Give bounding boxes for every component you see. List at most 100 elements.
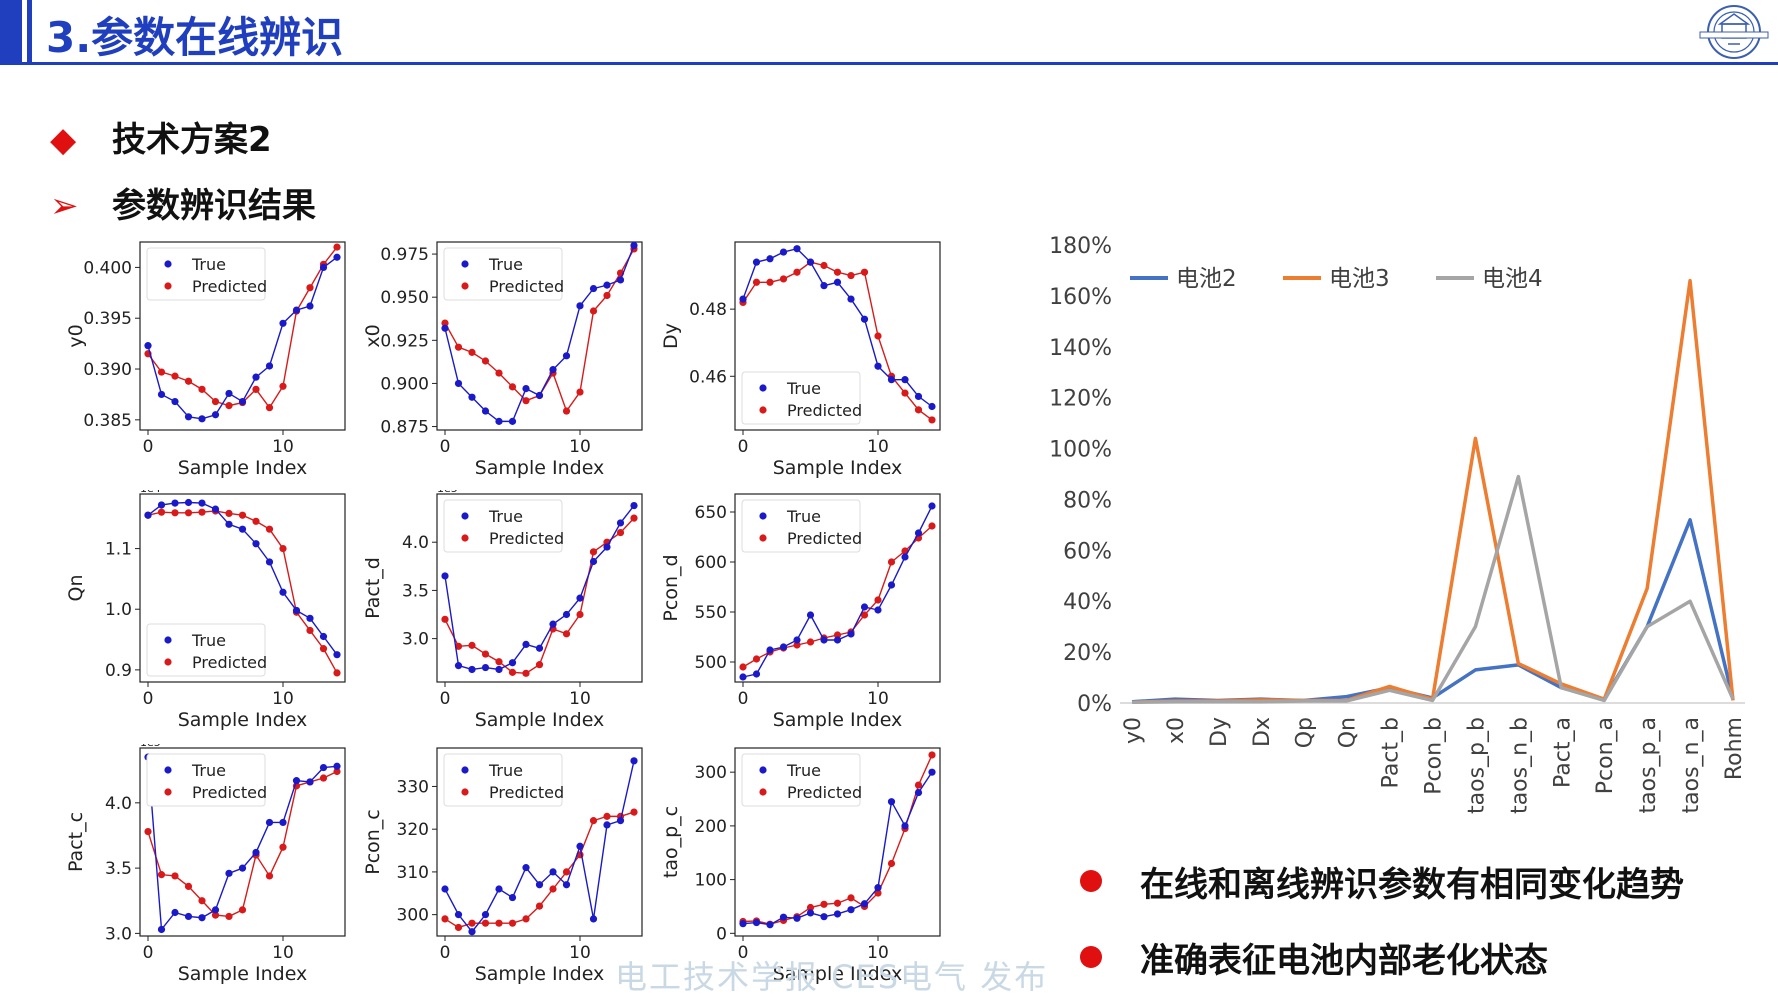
- axis-offset-label: 1e5: [437, 490, 458, 495]
- y-tick-label: 0.46: [689, 367, 727, 387]
- university-logo-icon: [1699, 5, 1769, 59]
- data-point-true: [766, 255, 774, 263]
- data-point-true: [157, 925, 166, 934]
- data-point-predicted: [576, 388, 584, 396]
- data-point-true: [481, 407, 490, 415]
- data-point-true: [306, 302, 314, 310]
- data-point-true: [739, 673, 747, 681]
- data-point-true: [793, 914, 801, 922]
- data-point-true: [211, 505, 220, 513]
- legend-true-marker: [461, 512, 469, 520]
- legend: True Predicted: [443, 753, 564, 807]
- data-point-predicted: [793, 268, 801, 276]
- y-tick-label: 100: [695, 871, 727, 891]
- data-point-predicted: [562, 407, 571, 415]
- data-point-predicted: [630, 514, 638, 522]
- header-accent-block: [0, 0, 22, 64]
- legend-pred-marker: [164, 282, 172, 290]
- data-point-predicted: [508, 919, 517, 927]
- x-tick-label: Dy: [1207, 717, 1232, 747]
- conclusion-bullet-2-icon: [1080, 946, 1102, 968]
- data-point-predicted: [833, 268, 842, 276]
- legend: True Predicted: [146, 247, 267, 301]
- data-point-true: [495, 665, 503, 674]
- legend-pred-marker: [461, 788, 469, 796]
- data-point-predicted: [306, 284, 314, 292]
- legend: True Predicted: [741, 753, 862, 807]
- x-tick-label: 0: [738, 689, 749, 709]
- data-point-true: [238, 397, 247, 406]
- data-point-true: [252, 848, 260, 857]
- data-point-true: [252, 373, 260, 381]
- data-point-predicted: [454, 642, 463, 650]
- data-point-true: [739, 295, 747, 303]
- data-point-true: [901, 822, 909, 830]
- data-point-true: [468, 393, 476, 401]
- data-point-true: [198, 499, 206, 507]
- legend-pred-marker: [164, 788, 172, 796]
- data-point-predicted: [589, 307, 598, 315]
- data-point-true: [441, 572, 449, 580]
- data-point-predicted: [508, 383, 517, 391]
- x-tick-label: Qn: [1336, 717, 1361, 748]
- data-point-predicted: [279, 544, 287, 553]
- data-point-true: [549, 366, 557, 374]
- x-tick-label: Pcon_a: [1593, 717, 1618, 794]
- data-point-true: [157, 390, 166, 399]
- data-point-predicted: [441, 615, 449, 623]
- data-point-true: [779, 248, 788, 256]
- data-point-predicted: [928, 751, 936, 759]
- data-point-true: [603, 821, 611, 829]
- data-point-true: [481, 663, 490, 672]
- data-point-true: [874, 362, 882, 370]
- y-tick-label: 0.900: [380, 374, 429, 394]
- data-point-true: [603, 281, 611, 289]
- y-axis-label: y0: [65, 324, 87, 347]
- data-point-predicted: [928, 416, 936, 424]
- y-tick-label: 310: [397, 863, 429, 883]
- data-point-true: [319, 632, 328, 641]
- legend-box: [741, 371, 861, 425]
- y-tick-label: 120%: [1049, 387, 1112, 412]
- legend-pred-label: Predicted: [192, 783, 267, 802]
- data-point-predicted: [184, 509, 193, 517]
- data-point-true: [928, 502, 936, 510]
- legend-true-label: True: [191, 761, 226, 780]
- data-point-predicted: [630, 808, 638, 816]
- x-tick-label: y0: [1121, 717, 1146, 744]
- data-point-true: [495, 885, 503, 893]
- data-point-predicted: [198, 897, 206, 905]
- data-point-true: [779, 643, 788, 651]
- data-point-predicted: [481, 357, 490, 365]
- data-point-true: [562, 610, 571, 619]
- data-point-true: [198, 415, 206, 423]
- data-point-true: [887, 798, 896, 806]
- legend-box: [443, 499, 563, 553]
- legend-true-label: True: [488, 761, 523, 780]
- data-point-true: [589, 557, 598, 566]
- data-point-true: [157, 501, 166, 509]
- x-axis-label: Sample Index: [178, 963, 308, 985]
- data-point-predicted: [589, 817, 598, 825]
- data-point-true: [184, 413, 193, 421]
- data-point-predicted: [306, 626, 314, 635]
- data-point-true: [454, 662, 463, 670]
- y-tick-label: 4.0: [105, 794, 132, 814]
- data-point-true: [171, 499, 179, 507]
- legend-pred-marker: [759, 534, 767, 542]
- data-point-predicted: [441, 915, 449, 923]
- data-point-predicted: [508, 668, 517, 676]
- data-point-true: [562, 881, 571, 889]
- data-point-predicted: [265, 872, 274, 880]
- data-point-predicted: [333, 669, 341, 677]
- x-tick-label: 0: [738, 437, 749, 457]
- x-tick-label: 0: [440, 689, 451, 709]
- data-point-true: [576, 302, 584, 310]
- y-axis-label: Pact_c: [65, 812, 87, 872]
- bullet-scheme-text: 技术方案2: [112, 120, 272, 160]
- x-axis-label: Sample Index: [178, 457, 308, 479]
- data-point-true: [630, 501, 638, 510]
- legend-true-marker: [759, 384, 767, 392]
- y-axis-label: Pcon_d: [660, 554, 682, 621]
